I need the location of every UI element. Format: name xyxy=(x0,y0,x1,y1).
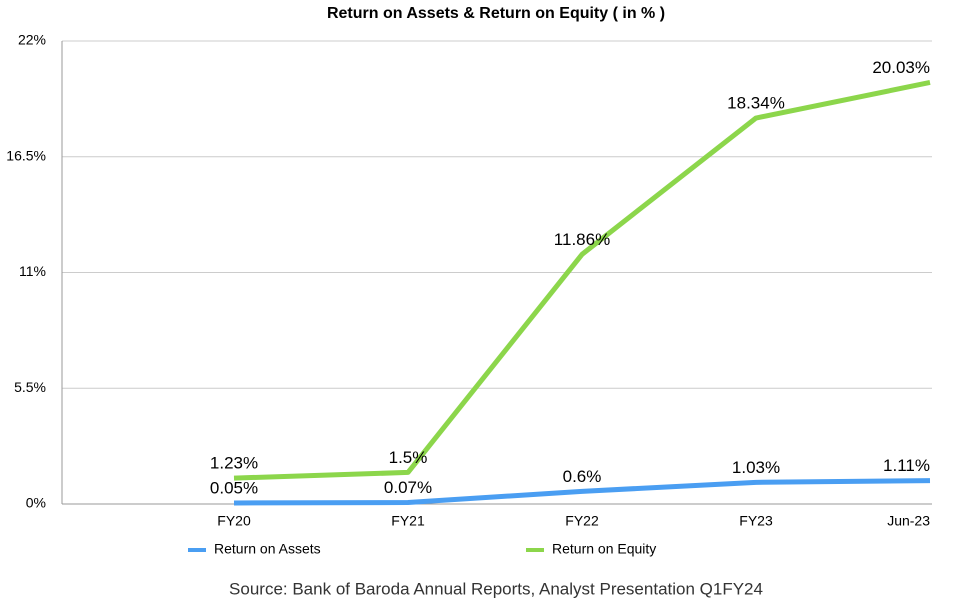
data-label: 0.07% xyxy=(384,478,432,497)
x-tick-label: FY22 xyxy=(565,513,599,529)
y-tick-label: 0% xyxy=(26,495,46,511)
chart-title: Return on Assets & Return on Equity ( in… xyxy=(327,5,665,22)
series-line xyxy=(233,478,931,506)
source-note: Source: Bank of Baroda Annual Reports, A… xyxy=(229,579,763,598)
x-tick-label: FY20 xyxy=(217,513,251,529)
series-line xyxy=(233,80,931,481)
y-tick-label: 16.5% xyxy=(6,147,46,163)
data-label: 18.34% xyxy=(727,94,785,113)
x-tick-label: FY23 xyxy=(739,513,773,529)
data-label: 1.11% xyxy=(883,456,930,475)
data-label: 1.03% xyxy=(732,458,780,477)
legend-label: Return on Equity xyxy=(552,541,656,557)
legend-label: Return on Assets xyxy=(214,541,321,557)
y-tick-label: 22% xyxy=(18,32,46,48)
x-tick-label: Jun-23 xyxy=(887,513,930,529)
data-label: 0.6% xyxy=(563,467,602,486)
data-label: 1.5% xyxy=(389,448,428,467)
y-tick-label: 11% xyxy=(19,263,46,279)
data-label: 1.23% xyxy=(210,454,258,473)
data-label: 0.05% xyxy=(210,478,258,497)
data-label: 20.03% xyxy=(872,58,930,77)
data-label: 11.86% xyxy=(554,230,610,249)
x-tick-label: FY21 xyxy=(391,513,425,529)
y-tick-label: 5.5% xyxy=(14,379,46,395)
